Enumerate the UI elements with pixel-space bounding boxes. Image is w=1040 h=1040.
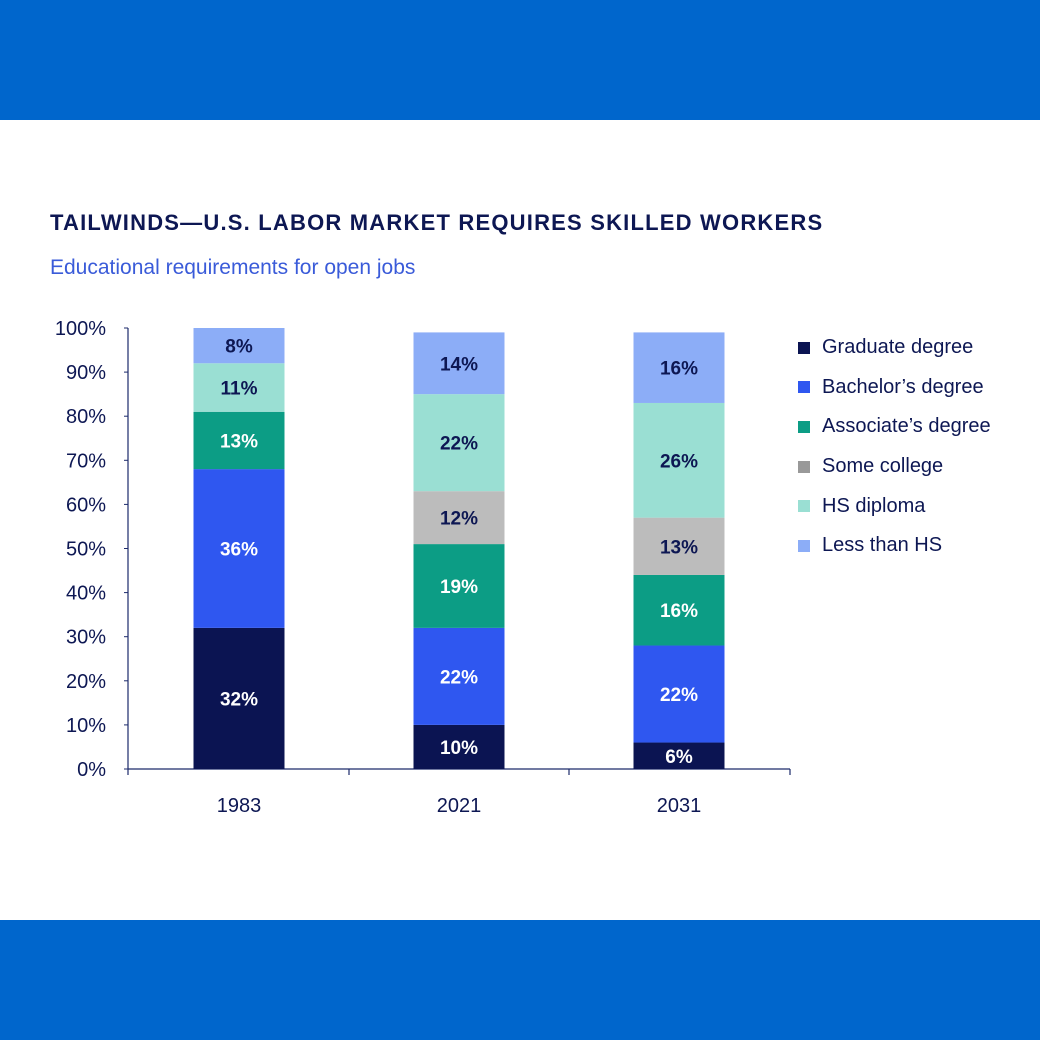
bar-segment (633, 332, 725, 403)
bar-value-label: 22% (440, 434, 478, 455)
bar-segment (193, 328, 285, 364)
y-tick-label: 0% (77, 759, 106, 781)
bottom-band (0, 920, 1040, 1040)
legend-swatch (798, 500, 810, 513)
y-tick-label: 30% (66, 627, 106, 649)
bar-segment (633, 742, 725, 769)
bar-segment (633, 574, 725, 646)
y-tick-label: 80% (66, 406, 106, 428)
bar-value-label: 13% (660, 537, 698, 558)
y-tick-label: 10% (66, 715, 106, 737)
legend-swatch (798, 420, 810, 433)
x-category-label: 2031 (657, 795, 702, 817)
bar-value-label: 14% (440, 354, 478, 375)
bar-value-label: 36% (220, 540, 258, 561)
legend-label: HS diploma (822, 494, 926, 517)
x-category-label: 1983 (217, 795, 262, 817)
bar-segment (633, 402, 725, 518)
bar-segment (193, 469, 285, 628)
bar-value-label: 8% (225, 337, 253, 358)
bar-segment (413, 724, 505, 769)
top-band (0, 0, 1040, 120)
legend-item: Some college (798, 447, 991, 487)
bar-value-label: 6% (665, 747, 693, 768)
legend-label: Associate’s degree (822, 415, 991, 438)
bar-value-label: 10% (440, 738, 478, 759)
bar-value-label: 16% (660, 359, 698, 380)
legend-item: HS diploma (798, 486, 991, 526)
bar-value-label: 22% (440, 667, 478, 688)
bar-segment (193, 411, 285, 470)
y-tick-label: 40% (66, 583, 106, 605)
bar-value-label: 11% (221, 379, 258, 400)
legend-label: Some college (822, 455, 944, 478)
legend-label: Bachelor’s degree (822, 375, 984, 398)
bar-segment (633, 645, 725, 743)
bar-segment (413, 394, 505, 492)
bar-segment (413, 491, 505, 545)
chart-legend: Graduate degree Bachelor’s degree Associat… (798, 328, 991, 566)
y-tick-label: 90% (66, 362, 106, 384)
legend-label: Graduate degree (822, 336, 974, 359)
bar-value-label: 16% (660, 601, 698, 622)
legend-item: Less than HS (798, 526, 991, 566)
legend-item: Bachelor’s degree (798, 368, 991, 408)
y-tick-label: 100% (55, 318, 106, 340)
legend-item: Graduate degree (798, 328, 991, 368)
bar-value-label: 26% (660, 451, 698, 472)
bar-value-label: 22% (660, 685, 698, 706)
y-tick-label: 50% (66, 539, 106, 561)
legend-swatch (798, 539, 810, 552)
bar-value-label: 32% (220, 689, 258, 710)
bar-segment (633, 517, 725, 575)
bar-value-label: 13% (220, 431, 258, 452)
legend-swatch (798, 381, 810, 394)
y-tick-label: 70% (66, 450, 106, 472)
bar-segment (413, 627, 505, 725)
y-tick-label: 20% (66, 671, 106, 693)
legend-swatch (798, 341, 810, 354)
chart-subtitle: Educational requirements for open jobs (50, 256, 416, 279)
legend-swatch (798, 460, 810, 473)
bar-segment (193, 363, 285, 412)
y-tick-label: 60% (66, 494, 106, 516)
legend-label: Less than HS (822, 534, 943, 557)
legend-item: Associate’s degree (798, 407, 991, 447)
bar-value-label: 12% (440, 509, 478, 530)
bar-segment (193, 627, 285, 769)
chart-title: TAILWINDS—U.S. LABOR MARKET REQUIRES SKI… (50, 210, 824, 235)
bar-segment (413, 332, 505, 395)
bar-value-label: 19% (440, 577, 478, 598)
x-category-label: 2021 (437, 795, 482, 817)
bar-segment (413, 544, 505, 628)
